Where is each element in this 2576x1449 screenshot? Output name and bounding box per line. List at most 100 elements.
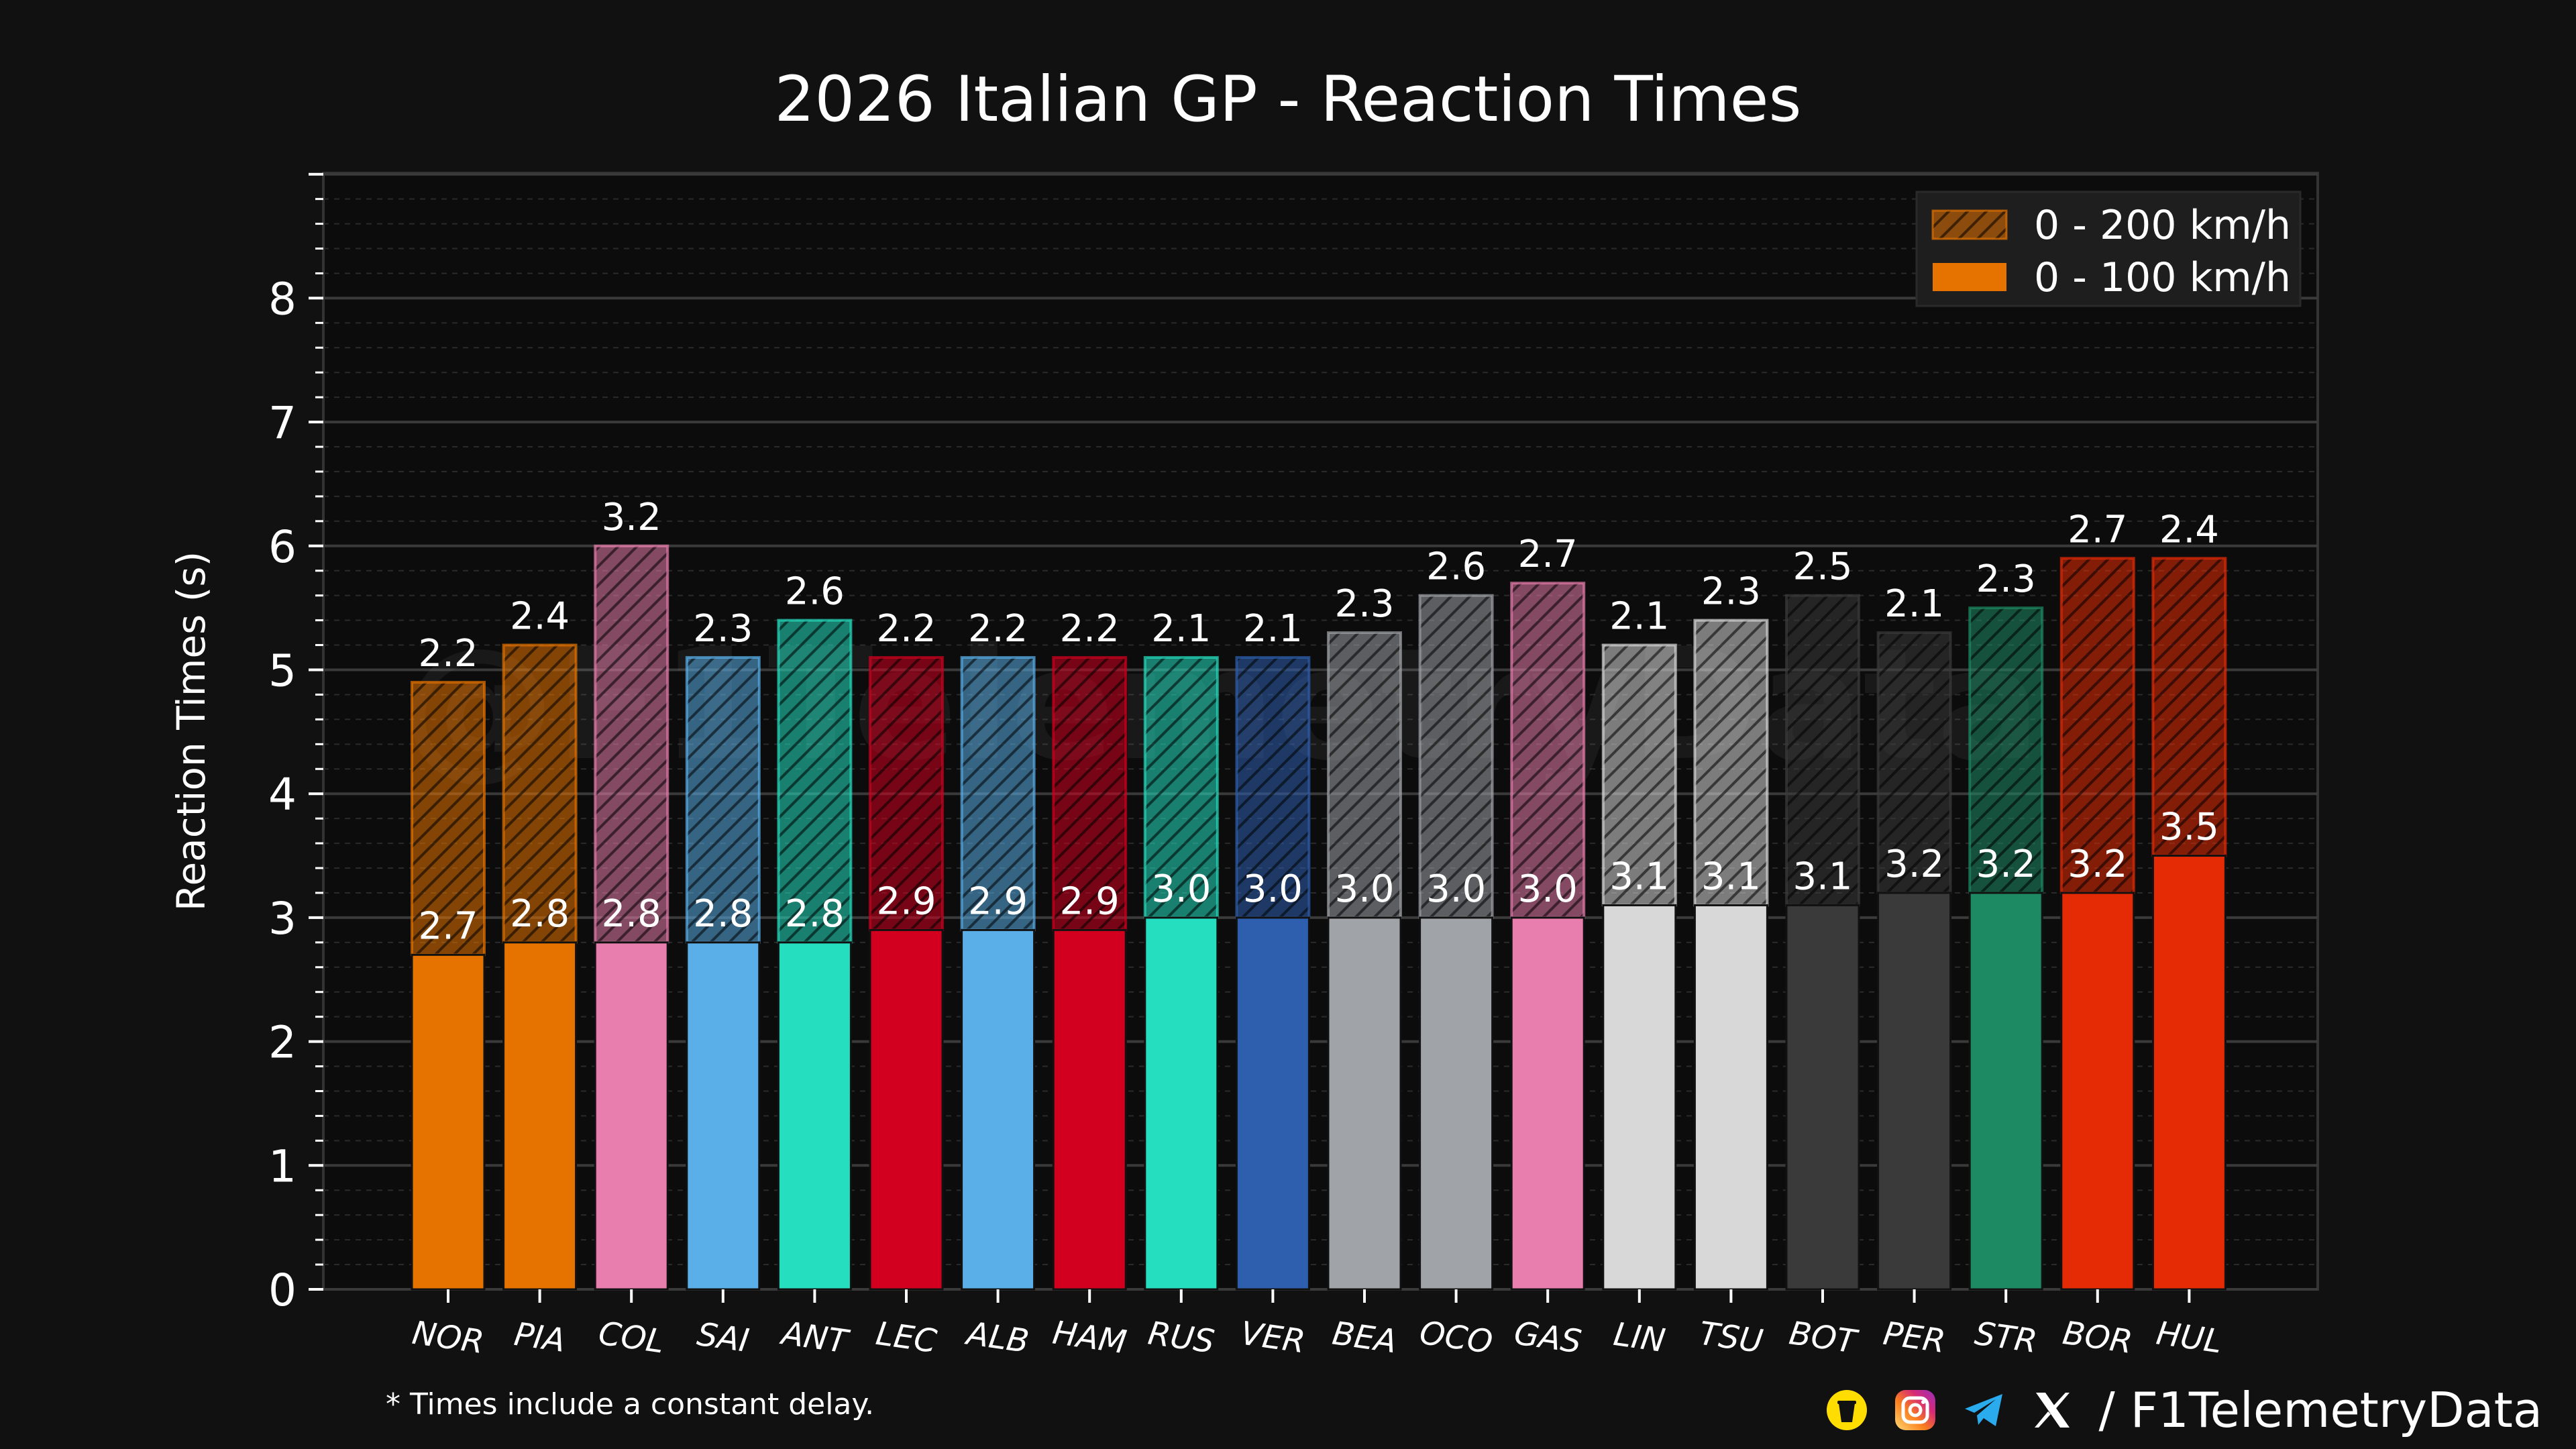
- y-tick-label: 5: [268, 645, 297, 697]
- value-label-0-100: 2.9: [1060, 879, 1120, 923]
- bar-0-200-hatch: [1510, 582, 1586, 919]
- value-label-0-200: 2.5: [1792, 545, 1852, 589]
- x-tick-label: STR: [1972, 1315, 2039, 1360]
- value-label-0-100: 3.1: [1701, 855, 1761, 898]
- y-axis: 0 1 2 3 4 5 6 7 8: [268, 172, 323, 1316]
- value-label-0-200: 2.7: [1518, 533, 1578, 576]
- bar-0-200-hatch: [869, 656, 944, 932]
- value-label-0-200: 2.6: [1426, 545, 1486, 589]
- y-tick-label: 1: [268, 1140, 297, 1192]
- x-tick-label: OCO: [1417, 1314, 1495, 1362]
- x-tick-label: PIA: [512, 1316, 568, 1360]
- value-label-0-200: 2.4: [2159, 508, 2219, 551]
- x-tick-label: HAM: [1051, 1314, 1129, 1362]
- coffee-cup-icon[interactable]: [1825, 1389, 1868, 1432]
- bar-0-200-hatch: [1235, 656, 1311, 919]
- telegram-icon[interactable]: [1962, 1389, 2005, 1432]
- value-label-0-200: 2.2: [968, 607, 1028, 651]
- value-label-0-200: 3.2: [602, 496, 661, 539]
- bar-0-100: [1968, 892, 2043, 1291]
- y-tick-label: 8: [268, 273, 297, 325]
- x-tick-label: BOR: [2060, 1314, 2135, 1361]
- value-label-0-100: 2.9: [876, 879, 936, 923]
- value-label-0-200: 2.4: [510, 595, 570, 639]
- bar-0-200-hatch: [1601, 643, 1677, 907]
- y-tick-label: 7: [268, 397, 297, 449]
- bar-0-100: [1602, 904, 1677, 1291]
- value-label-0-100: 2.8: [693, 892, 753, 936]
- bar-0-200-hatch: [2151, 557, 2227, 857]
- value-label-0-100: 3.1: [1792, 855, 1852, 898]
- value-label-0-100: 2.8: [602, 892, 661, 936]
- x-tick-label: HUL: [2154, 1314, 2224, 1360]
- x-axis: NOR PIA COL SAI ANT LEC ALB HAM RUS VER BEA OCO GAS L…: [410, 1289, 2224, 1361]
- x-tick-label: TSU: [1697, 1315, 1766, 1361]
- footer: / F1TelemetryData: [1825, 1382, 2543, 1438]
- bar-0-100: [869, 928, 944, 1291]
- bar-0-100: [411, 953, 486, 1291]
- value-label-0-200: 2.6: [785, 570, 845, 614]
- value-label-0-100: 3.0: [1151, 867, 1211, 911]
- value-label-0-200: 2.7: [2068, 508, 2127, 551]
- x-tick-label: GAS: [1512, 1314, 1584, 1360]
- bar-0-100: [777, 941, 852, 1291]
- x-tick-label: BOT: [1787, 1314, 1861, 1361]
- value-label-0-100: 2.8: [510, 892, 570, 936]
- y-tick-label: 0: [268, 1265, 297, 1316]
- legend-swatch-0-100: [1933, 263, 2006, 291]
- x-tick-label: COL: [596, 1314, 667, 1360]
- instagram-icon[interactable]: [1894, 1389, 1937, 1432]
- legend-label-0-200: 0 - 200 km/h: [2034, 202, 2291, 249]
- bar-0-100: [1235, 916, 1310, 1291]
- legend-swatch-0-200-hatch: [1931, 209, 2008, 240]
- bar-0-200-hatch: [594, 544, 669, 944]
- bar-0-100: [1693, 904, 1768, 1291]
- bar-0-100: [1144, 916, 1219, 1291]
- value-label-0-200: 2.1: [1151, 607, 1211, 651]
- bar-0-200-hatch: [1327, 631, 1402, 919]
- value-label-0-100: 2.7: [418, 904, 478, 948]
- bar-0-200-hatch: [777, 619, 853, 944]
- x-tick-label: LEC: [873, 1315, 939, 1360]
- x-tick-label: SAI: [695, 1316, 752, 1360]
- x-tick-label: PER: [1881, 1315, 1948, 1360]
- y-tick-label: 2: [268, 1017, 297, 1069]
- value-label-0-200: 2.1: [1609, 595, 1669, 639]
- x-tick-label: LIN: [1611, 1316, 1668, 1360]
- value-label-0-200: 2.2: [1060, 607, 1120, 651]
- x-icon[interactable]: [2031, 1389, 2074, 1432]
- value-label-0-200: 2.3: [1976, 557, 2036, 601]
- bar-0-100: [2060, 892, 2135, 1291]
- bar-0-100: [594, 941, 669, 1291]
- value-label-0-100: 3.0: [1334, 867, 1394, 911]
- bars: 2.7 2.2 2.8 2.4 2.8 3.2 2.8 2.3 2.8 2.6 2.9 2.2 2.9 2…: [411, 496, 2227, 1291]
- value-label-0-100: 3.0: [1518, 867, 1578, 911]
- bar-0-200-hatch: [1418, 594, 1494, 919]
- footnote: * Times include a constant delay.: [386, 1387, 875, 1421]
- bar-0-100: [1510, 916, 1585, 1291]
- value-label-0-200: 2.3: [693, 607, 753, 651]
- x-tick-label: RUS: [1146, 1314, 1217, 1360]
- value-label-0-200: 2.1: [1243, 607, 1303, 651]
- value-label-0-200: 2.2: [876, 607, 936, 651]
- value-label-0-100: 3.1: [1609, 855, 1669, 898]
- bar-0-100: [1419, 916, 1494, 1291]
- bar-0-200-hatch: [502, 643, 578, 944]
- bar-0-100: [1327, 916, 1402, 1291]
- social-handle[interactable]: / F1TelemetryData: [2098, 1382, 2543, 1438]
- bar-0-200-hatch: [1785, 594, 1860, 907]
- bar-0-100: [1877, 892, 1952, 1291]
- x-tick-label: NOR: [410, 1314, 486, 1361]
- y-tick-label: 3: [268, 893, 297, 945]
- bar-0-200-hatch: [685, 656, 761, 944]
- x-tick-label: BEA: [1330, 1315, 1399, 1361]
- y-axis-label: Reaction Times (s): [168, 551, 214, 911]
- bar-0-100: [502, 941, 578, 1291]
- x-tick-label: ANT: [777, 1314, 853, 1361]
- value-label-0-200: 2.2: [418, 632, 478, 676]
- value-label-0-100: 3.5: [2159, 806, 2219, 849]
- y-tick-label: 4: [268, 769, 297, 820]
- value-label-0-100: 3.2: [1884, 843, 1944, 886]
- legend-label-0-100: 0 - 100 km/h: [2034, 254, 2291, 301]
- y-tick-label: 6: [268, 521, 297, 573]
